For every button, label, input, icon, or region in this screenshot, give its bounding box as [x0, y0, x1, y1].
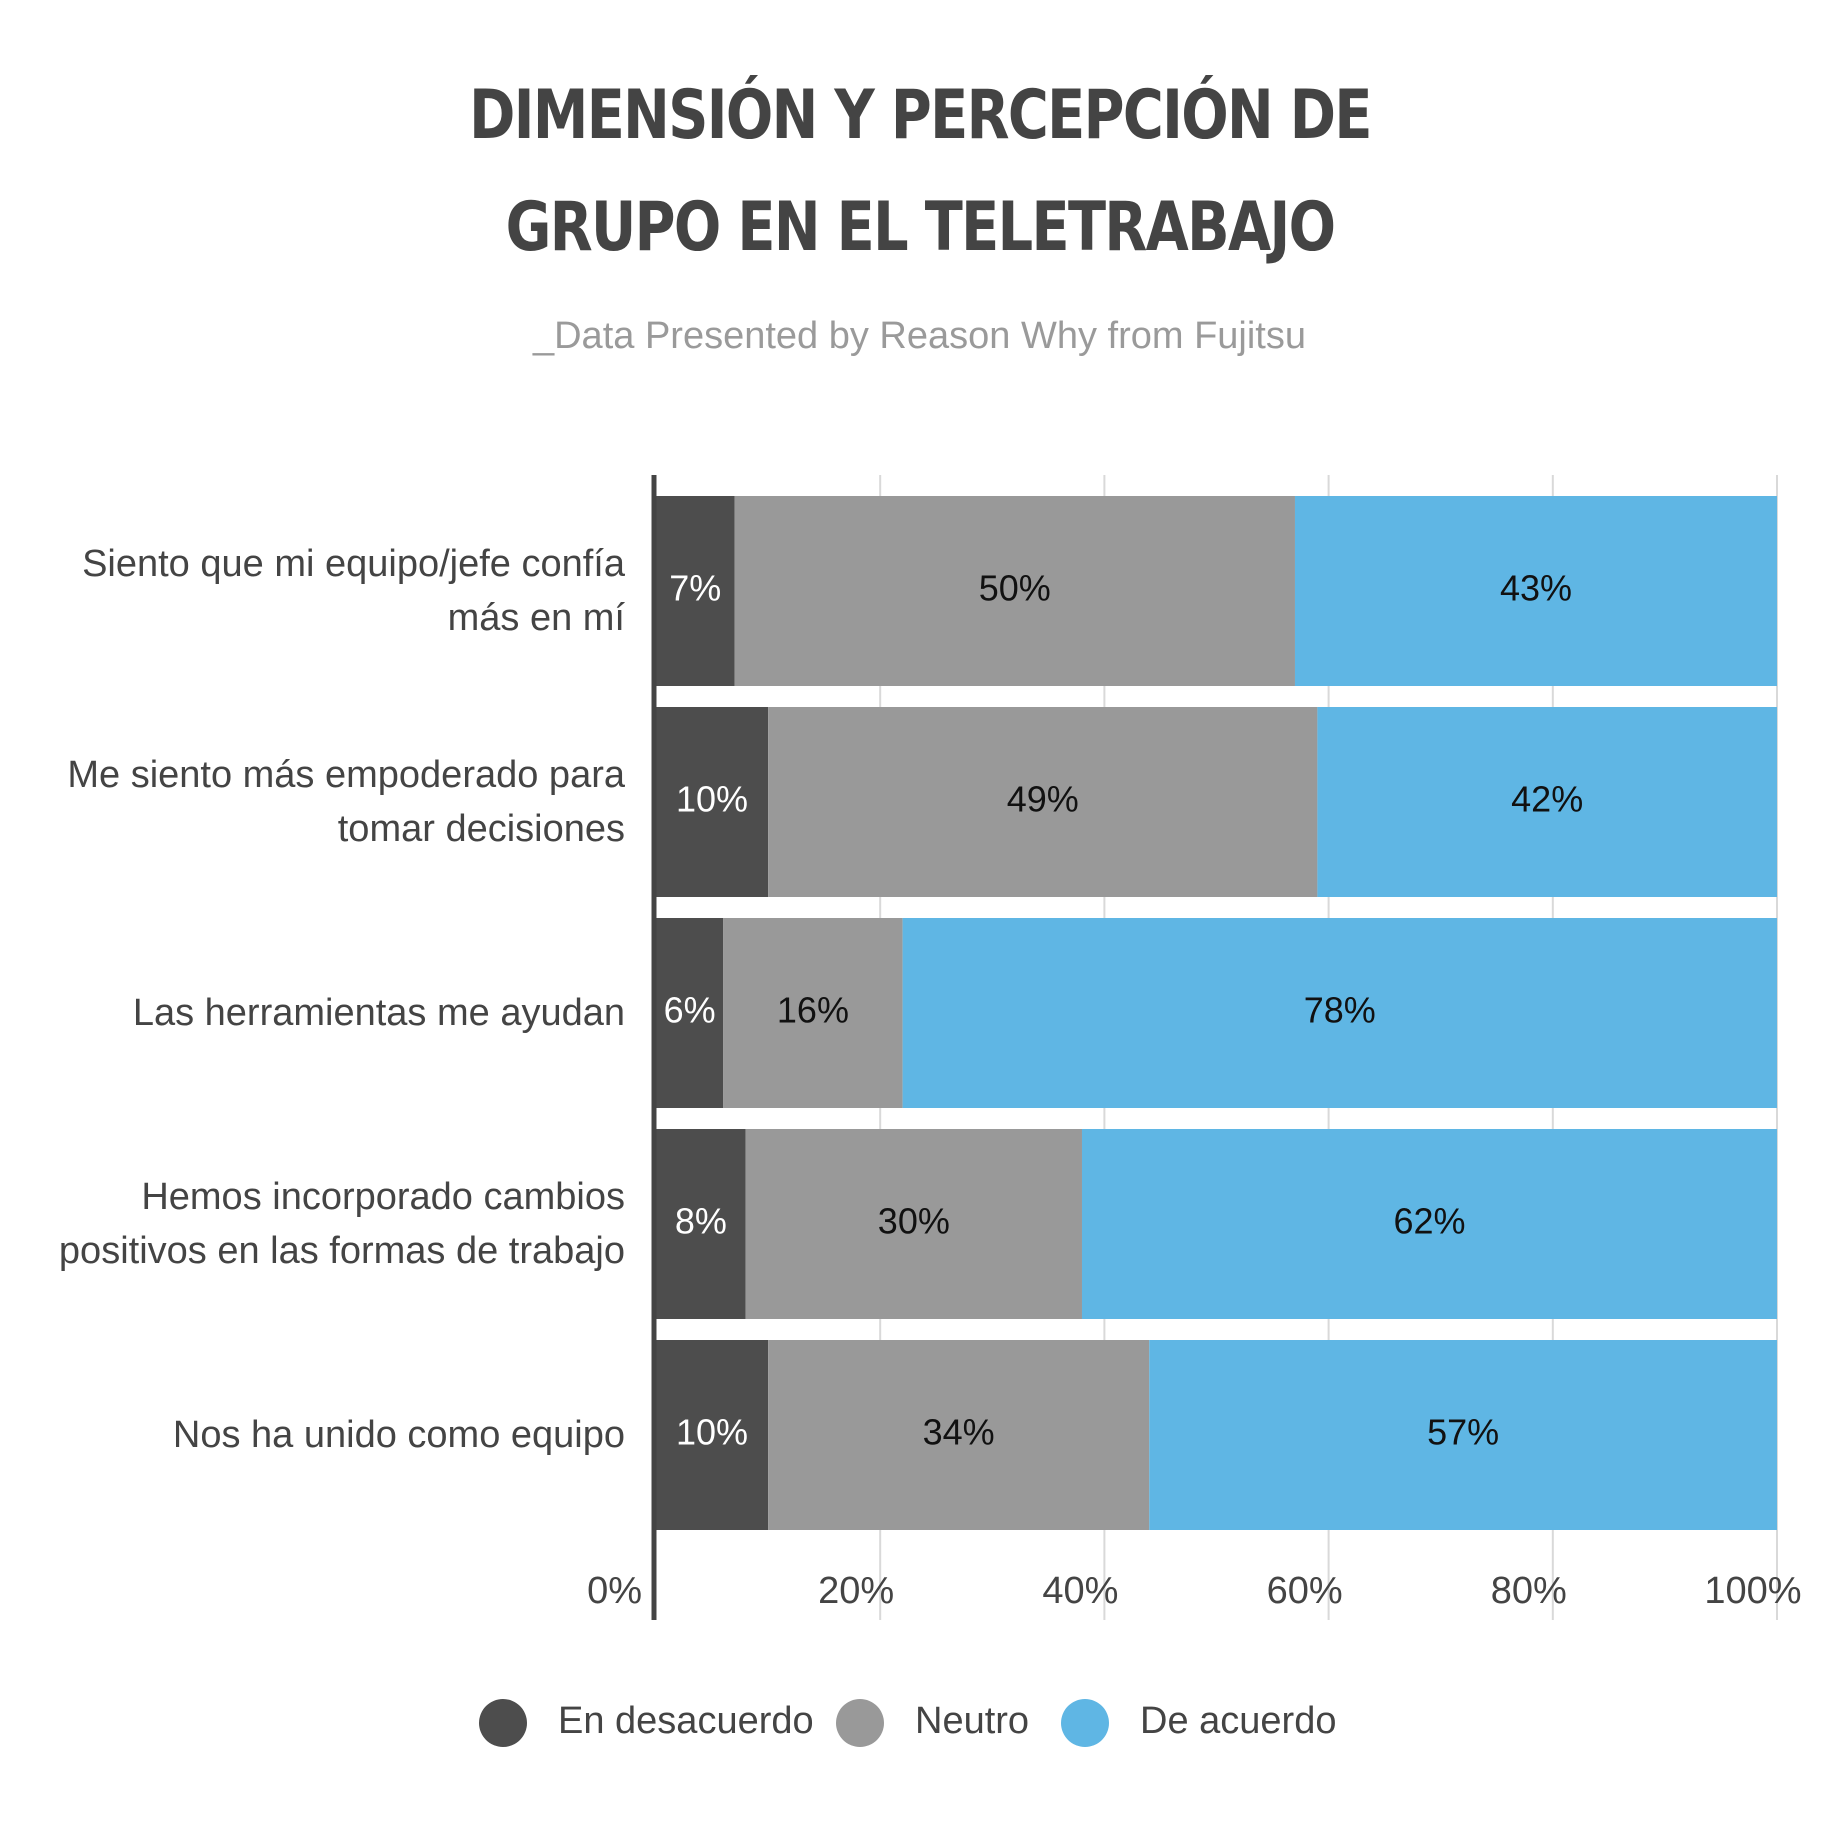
value-label: 42% — [1511, 779, 1583, 820]
bars — [656, 496, 1777, 1530]
value-label: 78% — [1304, 990, 1376, 1031]
bar-segment — [768, 707, 1318, 897]
value-label: 57% — [1427, 1412, 1499, 1453]
x-tick-label: 100% — [1704, 1570, 1801, 1612]
value-label: 8% — [675, 1201, 727, 1242]
value-label: 10% — [676, 1412, 748, 1453]
y-tick-label: Nos ha unido como equipo — [172, 1414, 625, 1456]
x-tick-label: 80% — [1491, 1570, 1567, 1612]
value-label: 10% — [676, 779, 748, 820]
bar-segment — [902, 918, 1777, 1108]
category-label-box: Me siento más empoderado para tomar deci… — [67, 754, 625, 850]
y-tick-label: Hemos incorporado cambios positivos en l… — [58, 1176, 625, 1272]
y-tick-label: Siento que mi equipo/jefe confía más en … — [82, 543, 625, 639]
bar-segment — [745, 1129, 1082, 1319]
value-label: 43% — [1500, 568, 1572, 609]
bar-segment — [656, 1129, 746, 1319]
legend-label: De acuerdo — [1140, 1700, 1336, 1742]
legend-label: En desacuerdo — [558, 1700, 814, 1742]
x-tick-label: 40% — [1042, 1570, 1118, 1612]
chart-subtitle: _Data Presented by Reason Why from Fujit… — [532, 315, 1306, 357]
bar-segment — [734, 496, 1295, 686]
legend-swatch — [1061, 1699, 1109, 1747]
bar-segment — [723, 918, 903, 1108]
value-label: 7% — [669, 568, 721, 609]
legend-label: Neutro — [915, 1700, 1029, 1742]
category-label-box: Siento que mi equipo/jefe confía más en … — [82, 543, 625, 639]
chart-title: DIMENSIÓN Y PERCEPCIÓN DE GRUPO EN EL TE… — [469, 76, 1372, 267]
bar-segment — [768, 1340, 1150, 1530]
value-label: 49% — [1007, 779, 1079, 820]
legend-swatch — [836, 1699, 884, 1747]
legend-swatch — [479, 1699, 527, 1747]
value-label: 50% — [979, 568, 1051, 609]
value-label: 34% — [923, 1412, 995, 1453]
bar-segment — [656, 707, 769, 897]
value-label: 16% — [777, 990, 849, 1031]
bar-segment — [1149, 1340, 1777, 1530]
bar-segment — [1294, 496, 1777, 686]
bar-segment — [656, 496, 735, 686]
category-label-box: Nos ha unido como equipo — [172, 1414, 625, 1456]
category-label-box: Hemos incorporado cambios positivos en l… — [58, 1176, 625, 1272]
bar-segment — [1317, 707, 1777, 897]
x-tick-label: 0% — [587, 1570, 642, 1612]
value-label: 62% — [1393, 1201, 1465, 1242]
x-tick-label: 60% — [1267, 1570, 1343, 1612]
value-label: 6% — [664, 990, 716, 1031]
y-tick-label: Me siento más empoderado para tomar deci… — [67, 754, 625, 850]
bar-segment — [656, 918, 724, 1108]
bar-segment — [656, 1340, 769, 1530]
y-tick-label: Las herramientas me ayudan — [132, 992, 625, 1034]
bar-segment — [1081, 1129, 1777, 1319]
value-label: 30% — [878, 1201, 950, 1242]
x-tick-label: 20% — [818, 1570, 894, 1612]
category-label-box: Las herramientas me ayudan — [132, 992, 625, 1034]
